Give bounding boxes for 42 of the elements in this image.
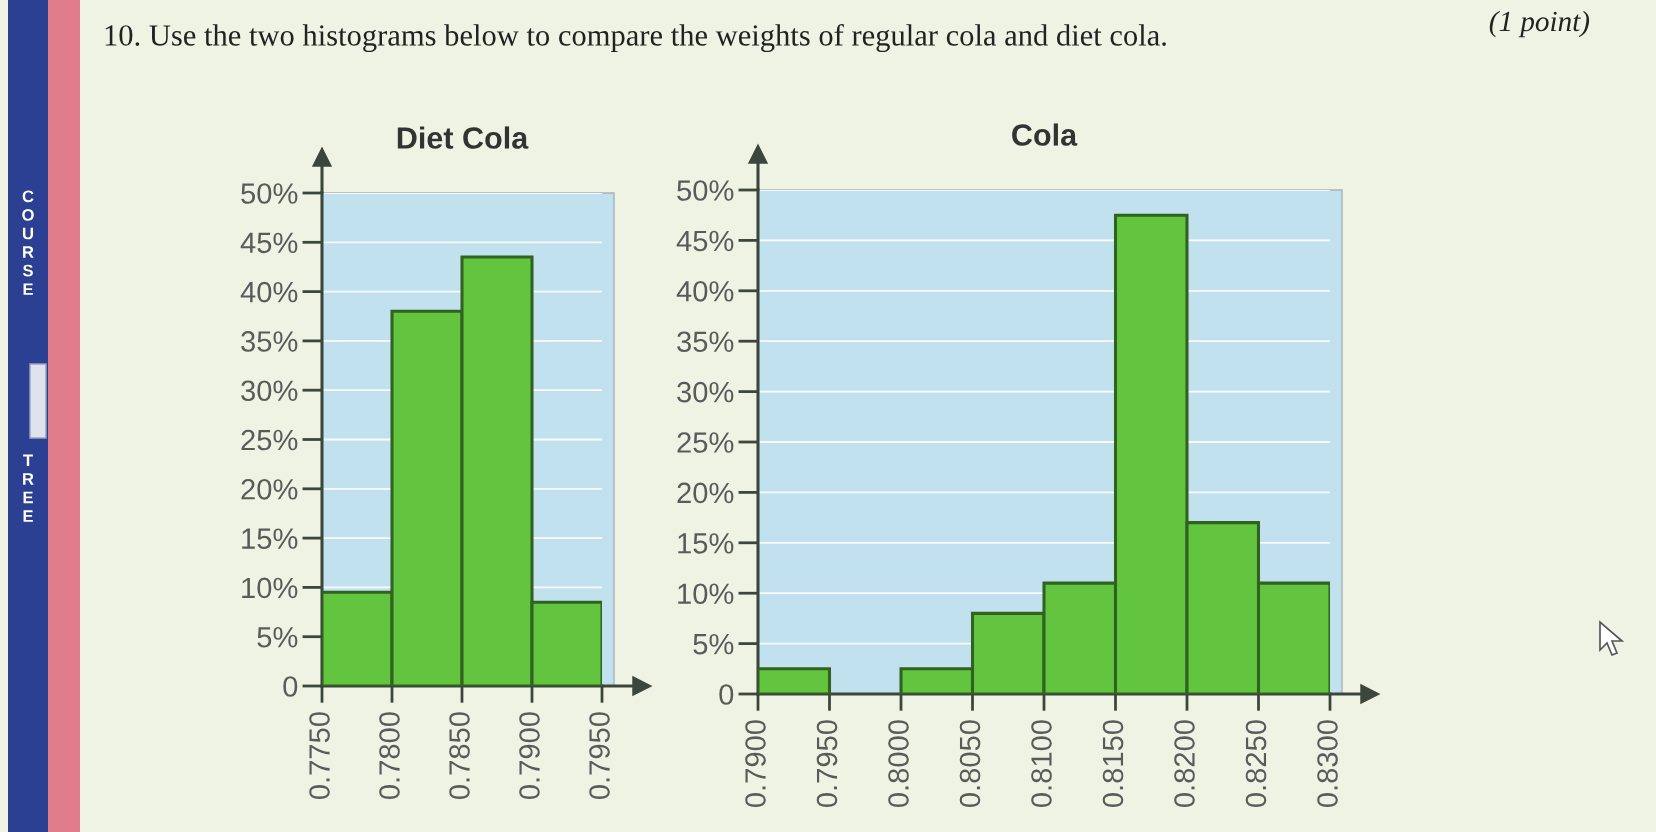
y-tick-label: 10% — [242, 577, 298, 599]
x-tick-label: 0.7900 — [519, 712, 540, 800]
x-tick-label: 0.7900 — [745, 720, 766, 808]
x-tick-label: 0.8250 — [1245, 720, 1267, 808]
x-tick-label: 0.7800 — [379, 712, 400, 800]
y-tick-label: 40% — [676, 281, 734, 302]
x-tick-label: 0.8300 — [1317, 720, 1338, 808]
y-tick-label: 25% — [241, 429, 298, 451]
x-tick-label: 0.7950 — [816, 720, 838, 808]
y-tick-label: 45% — [676, 230, 734, 252]
y-tick-label: 50% — [241, 183, 298, 204]
chart-title: Diet Cola — [397, 126, 529, 149]
y-tick-label: 20% — [241, 479, 298, 500]
y-tick-label: 15% — [242, 528, 298, 549]
y-tick-label: 0 — [719, 684, 734, 705]
x-tick-label: 0.8200 — [1174, 720, 1195, 808]
y-tick-label: 20% — [677, 482, 734, 504]
y-tick-label: 15% — [678, 533, 734, 554]
x-tick-label: 0.8150 — [1102, 720, 1124, 808]
x-tick-label: 0.8000 — [888, 720, 909, 808]
y-tick-label: 0 — [283, 676, 298, 697]
text: (1 point) — [1489, 10, 1590, 38]
y-tick-label: 45% — [240, 232, 298, 254]
y-tick-label: 40% — [240, 281, 298, 303]
y-tick-label: 50% — [677, 180, 734, 201]
x-tick-label: 0.7950 — [589, 712, 610, 800]
y-tick-label: 5% — [693, 633, 734, 655]
x-tick-label: 0.8100 — [1031, 720, 1052, 808]
text: 10. Use the two histograms below to compare the weights of regular cola and diet cola. — [105, 23, 1166, 53]
y-tick-label: 35% — [677, 331, 734, 353]
y-tick-label: 30% — [677, 381, 734, 403]
y-tick-label: 30% — [241, 380, 298, 402]
x-tick-label: 0.7850 — [449, 712, 470, 800]
y-tick-label: 10% — [678, 583, 734, 605]
y-tick-label: 35% — [241, 331, 298, 352]
x-tick-label: 0.8050 — [959, 720, 981, 808]
text: TREE — [23, 454, 34, 522]
y-tick-label: 25% — [677, 432, 734, 453]
text: COURSE — [22, 190, 34, 295]
y-tick-label: 5% — [257, 627, 298, 648]
x-tick-label: 0.7750 — [309, 712, 330, 800]
chart-title: Cola — [1012, 123, 1078, 146]
